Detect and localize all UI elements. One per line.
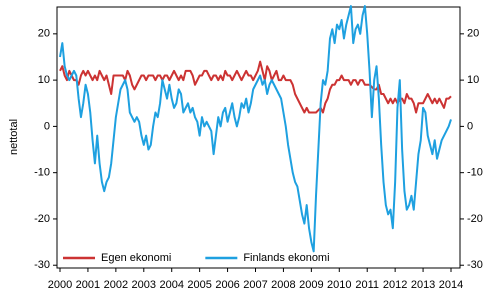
y-tick-label: 0 [44,120,50,132]
x-tick-label: 2010 [327,279,351,291]
y2-tick-label: 10 [467,74,479,86]
x-tick-label: 2014 [439,279,463,291]
y2-tick-label: 0 [467,120,473,132]
y2-tick-label: 20 [467,28,479,40]
y2-tick-label: -30 [467,259,483,271]
x-tick-label: 2011 [355,279,379,291]
x-tick-label: 2000 [48,279,72,291]
y-tick-label: 20 [38,28,50,40]
x-tick-label: 2005 [187,279,211,291]
plot-frame [56,6,461,269]
x-tick-label: 2008 [271,279,295,291]
y-tick-label: -20 [34,213,50,225]
x-tick-label: 2001 [76,279,100,291]
x-tick-label: 2013 [411,279,435,291]
y-tick-label: -10 [34,167,50,179]
y-tick-label: 10 [38,74,50,86]
legend-label: Egen ekonomi [101,252,171,264]
y2-tick-label: -20 [467,213,483,225]
x-tick-label: 2004 [159,279,183,291]
x-tick-label: 2006 [215,279,239,291]
x-tick-label: 2007 [243,279,267,291]
x-tick-label: 2012 [383,279,407,291]
line-series [59,5,452,253]
y2-tick-label: -10 [467,167,483,179]
legend-label: Finlands ekonomi [243,252,329,264]
y-axis-label: nettotal [8,119,20,155]
y-tick-label: -30 [34,259,50,271]
x-tick-label: 2009 [299,279,323,291]
x-tick-label: 2003 [132,279,156,291]
x-tick-label: 2002 [104,279,128,291]
